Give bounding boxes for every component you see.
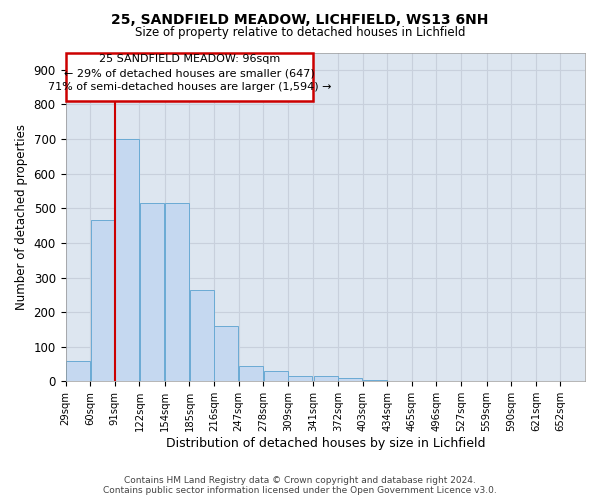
Text: 25 SANDFIELD MEADOW: 96sqm: 25 SANDFIELD MEADOW: 96sqm <box>99 54 280 64</box>
Bar <box>66 360 90 382</box>
Bar <box>289 376 312 382</box>
X-axis label: Distribution of detached houses by size in Lichfield: Distribution of detached houses by size … <box>166 437 485 450</box>
Y-axis label: Number of detached properties: Number of detached properties <box>15 124 28 310</box>
Bar <box>214 326 238 382</box>
Text: ← 29% of detached houses are smaller (647): ← 29% of detached houses are smaller (64… <box>64 68 315 78</box>
FancyBboxPatch shape <box>65 52 313 101</box>
Bar <box>190 290 214 382</box>
Text: Size of property relative to detached houses in Lichfield: Size of property relative to detached ho… <box>135 26 465 39</box>
Text: Contains HM Land Registry data © Crown copyright and database right 2024.
Contai: Contains HM Land Registry data © Crown c… <box>103 476 497 495</box>
Bar <box>165 203 189 382</box>
Bar <box>264 371 287 382</box>
Bar <box>338 378 362 382</box>
Bar <box>91 220 115 382</box>
Text: 25, SANDFIELD MEADOW, LICHFIELD, WS13 6NH: 25, SANDFIELD MEADOW, LICHFIELD, WS13 6N… <box>112 12 488 26</box>
Bar <box>115 139 139 382</box>
Text: 71% of semi-detached houses are larger (1,594) →: 71% of semi-detached houses are larger (… <box>47 82 331 92</box>
Bar <box>314 376 338 382</box>
Bar <box>239 366 263 382</box>
Bar <box>140 203 164 382</box>
Bar <box>363 380 387 382</box>
